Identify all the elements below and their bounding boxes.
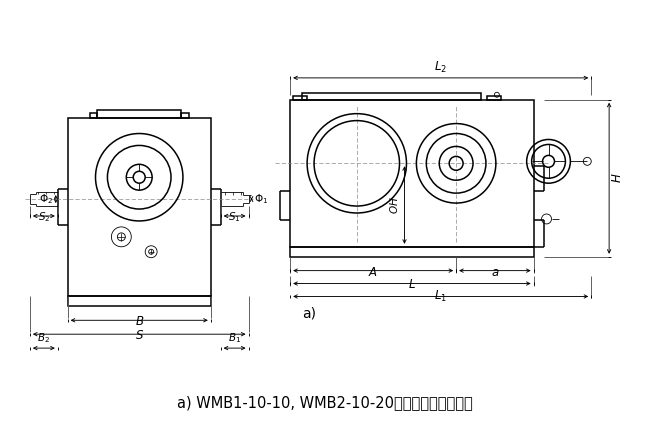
Bar [90, 113, 97, 118]
Text: $B$: $B$ [135, 315, 144, 328]
Text: $S_1$: $S_1$ [228, 210, 241, 224]
Bar [291, 247, 534, 257]
Bar [487, 96, 501, 100]
Text: $H$: $H$ [610, 173, 623, 184]
Text: $L_2$: $L_2$ [434, 60, 447, 75]
Text: $S_2$: $S_2$ [38, 210, 50, 224]
Text: a): a) [302, 306, 316, 320]
Text: $OH$: $OH$ [387, 196, 400, 214]
Bar [68, 297, 211, 306]
Bar [68, 118, 211, 297]
Bar [98, 110, 181, 118]
Bar [302, 93, 481, 100]
Text: $L_1$: $L_1$ [434, 289, 447, 304]
Text: $L$: $L$ [408, 278, 416, 292]
Bar [181, 113, 189, 118]
Bar [291, 100, 534, 247]
Text: $\Phi_1$: $\Phi_1$ [254, 192, 268, 206]
Text: $\Phi_2$: $\Phi_2$ [39, 192, 53, 206]
Text: $A$: $A$ [369, 266, 378, 278]
Text: $S$: $S$ [135, 329, 144, 342]
Bar [293, 96, 307, 100]
Text: $B_2$: $B_2$ [37, 332, 50, 345]
Text: $a$: $a$ [491, 266, 499, 278]
Text: $B_1$: $B_1$ [228, 332, 241, 345]
Text: a) WMB1-10-10, WMB2-10-20输出轴水平输出形式: a) WMB1-10-10, WMB2-10-20输出轴水平输出形式 [177, 395, 473, 410]
